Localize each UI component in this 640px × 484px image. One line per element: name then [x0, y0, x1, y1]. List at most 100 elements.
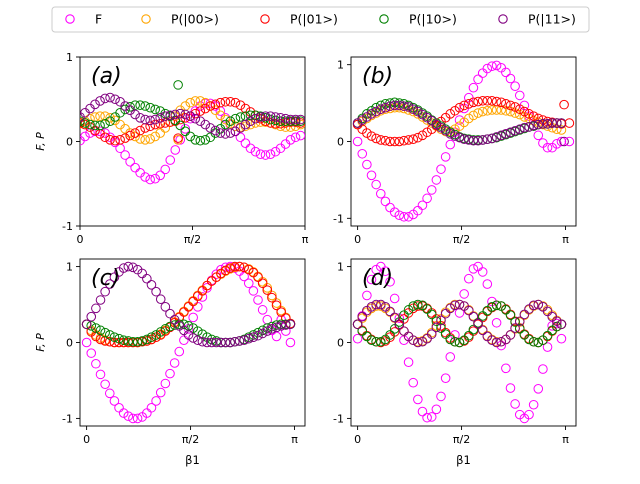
point-p-01 [542, 116, 553, 127]
point-p-11 [436, 315, 446, 326]
point-p-00 [150, 131, 161, 142]
point-p-11 [528, 120, 539, 131]
point-f [295, 130, 305, 141]
y-tick-label: 1 [337, 261, 344, 274]
point-f [105, 132, 115, 143]
point-p-11 [175, 108, 186, 119]
point-p-11 [473, 318, 483, 329]
point-p-10 [375, 100, 386, 111]
point-f [202, 283, 212, 293]
point-p-10 [413, 299, 423, 310]
point-f [426, 412, 437, 422]
point-f [165, 155, 176, 165]
point-f [389, 293, 400, 304]
point-f [454, 115, 465, 125]
x-tick-label: π/2 [453, 433, 470, 446]
point-p-11 [216, 337, 226, 348]
point-p-10 [155, 106, 166, 116]
point-f [145, 174, 155, 185]
point-p-10 [90, 120, 100, 131]
point-p-00 [225, 118, 236, 129]
point-f [542, 342, 553, 352]
point-p-11 [552, 118, 562, 128]
point-p-10 [505, 310, 516, 320]
point-p-11 [468, 135, 479, 146]
point-p-11 [220, 129, 231, 139]
point-p-10 [426, 309, 437, 320]
point-p-11 [267, 324, 277, 334]
point-f [556, 333, 567, 344]
point-p-01 [100, 132, 110, 143]
point-p-11 [202, 337, 212, 348]
point-p-11 [413, 337, 423, 348]
point-f [197, 292, 208, 302]
point-f [482, 63, 493, 74]
point-p-10 [120, 104, 130, 115]
point-p-11 [190, 113, 201, 124]
point-p-11 [276, 321, 286, 331]
point-p-10 [173, 80, 183, 90]
point-f [95, 126, 105, 137]
point-p-01 [463, 99, 474, 109]
point-p-11 [180, 109, 191, 120]
point-p-11 [505, 330, 516, 340]
point-p-01 [271, 300, 282, 311]
x-tick-label: π [302, 233, 309, 246]
point-f [459, 289, 469, 299]
point-p-11 [487, 335, 497, 346]
point-p-10 [128, 336, 138, 347]
point-f [366, 274, 377, 285]
point-f [352, 136, 363, 147]
point-p-11 [140, 114, 150, 125]
point-p-11 [528, 300, 539, 311]
point-f [91, 358, 101, 369]
point-f [239, 271, 249, 282]
point-p-11 [145, 115, 155, 126]
point-f [482, 279, 493, 289]
point-p-01 [375, 135, 386, 145]
point-p-10 [150, 104, 161, 115]
point-p-11 [477, 325, 488, 336]
point-p-11 [290, 114, 301, 125]
point-f [285, 337, 296, 348]
point-p-00 [100, 111, 110, 121]
point-p-11 [205, 123, 216, 133]
point-p-10 [245, 110, 256, 121]
point-p-11 [285, 319, 296, 330]
point-f [132, 413, 143, 424]
point-p-10 [145, 102, 155, 113]
point-p-01 [243, 264, 254, 275]
point-p-00 [556, 125, 567, 135]
point-p-10 [109, 332, 120, 342]
point-p-10 [192, 326, 203, 336]
point-p-10 [454, 337, 465, 348]
point-p-11 [389, 312, 400, 323]
point-f [243, 278, 254, 289]
point-p-10 [95, 120, 105, 131]
point-p-01 [200, 103, 211, 114]
point-p-11 [128, 262, 138, 273]
point-p-11 [155, 113, 166, 123]
point-p-11 [556, 319, 567, 330]
point-p-01 [110, 135, 120, 146]
point-p-01 [380, 135, 391, 146]
point-p-11 [514, 124, 525, 135]
point-p-10 [170, 115, 181, 126]
point-p-10 [491, 300, 502, 311]
point-f [371, 264, 381, 275]
point-f [436, 164, 446, 174]
point-p-11 [394, 100, 405, 111]
point-p-11 [245, 116, 256, 127]
point-p-10 [510, 317, 520, 327]
y-tick-label: -1 [333, 412, 344, 425]
point-p-11 [371, 299, 381, 310]
point-f [403, 211, 414, 222]
point-p-00 [125, 128, 135, 138]
point-f [140, 172, 150, 182]
point-p-11 [295, 114, 305, 125]
point-f [120, 150, 130, 160]
point-p-10 [115, 107, 125, 118]
panel-label: (d) [362, 266, 393, 291]
legend-label-p-11: P(|11>) [528, 12, 576, 27]
